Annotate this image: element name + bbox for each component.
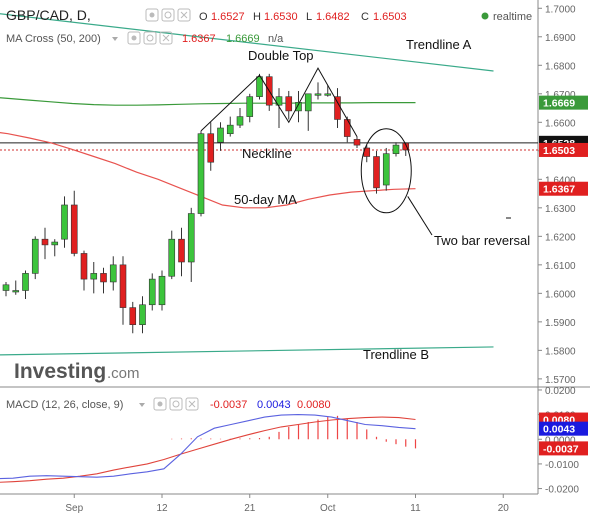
price-label-tag: 1.6503 bbox=[543, 145, 575, 157]
candle-body bbox=[188, 214, 194, 262]
candle-body bbox=[247, 97, 253, 117]
candle-body bbox=[101, 273, 107, 282]
price-tick-label: 1.6200 bbox=[545, 232, 576, 243]
trendline-b-label: Trendline B bbox=[363, 347, 429, 362]
macd-tick-label: -0.0200 bbox=[545, 485, 579, 496]
x-tick-label: Sep bbox=[65, 503, 83, 514]
symbol-title: GBP/CAD, D, bbox=[6, 7, 91, 23]
candle-body bbox=[62, 205, 68, 239]
candle-body bbox=[393, 145, 399, 154]
candle-body bbox=[208, 134, 214, 163]
candle-body bbox=[286, 97, 292, 111]
price-tick-label: 1.5900 bbox=[545, 318, 576, 329]
price-tick-label: 1.6900 bbox=[545, 33, 576, 44]
candle-body bbox=[32, 239, 38, 273]
candle-body bbox=[179, 239, 185, 262]
ohlc-open-label: O bbox=[199, 11, 208, 23]
ohlc-low-label: L bbox=[306, 11, 312, 23]
candle-body bbox=[325, 94, 331, 96]
candle-body bbox=[52, 242, 58, 245]
candle-body bbox=[169, 239, 175, 276]
x-tick-label: 20 bbox=[498, 503, 510, 514]
ma-value-200: 1.6669 bbox=[226, 33, 260, 45]
trendline-a-label: Trendline A bbox=[406, 37, 472, 52]
candle-body bbox=[42, 239, 48, 245]
x-tick-label: 11 bbox=[410, 503, 421, 514]
candle-body bbox=[315, 94, 321, 96]
macd-value-hist: -0.0037 bbox=[210, 399, 247, 411]
macd-label-tag: 0.0043 bbox=[543, 424, 575, 436]
candle-body bbox=[227, 125, 233, 134]
candle-body bbox=[71, 205, 77, 253]
ohlc-high-value: 1.6530 bbox=[264, 11, 298, 23]
ohlc-high-label: H bbox=[253, 11, 261, 23]
price-tick-label: 1.7000 bbox=[545, 4, 576, 15]
macd-value-signal: 0.0080 bbox=[297, 399, 331, 411]
price-tick-label: 1.6000 bbox=[545, 289, 576, 300]
realtime-dot-icon bbox=[482, 13, 489, 20]
candle-body bbox=[23, 273, 29, 290]
candle-body bbox=[237, 117, 243, 126]
price-tick-label: 1.6800 bbox=[545, 61, 576, 72]
candle-body bbox=[335, 97, 341, 120]
watermark-suffix: .com bbox=[107, 365, 140, 382]
candle-body bbox=[374, 157, 380, 188]
price-tick-label: 1.6300 bbox=[545, 204, 576, 215]
x-tick-label: 12 bbox=[156, 503, 168, 514]
candle-body bbox=[383, 154, 389, 185]
two-bar-reversal-label: Two bar reversal bbox=[434, 233, 530, 248]
candle-body bbox=[198, 134, 204, 214]
candle-body bbox=[305, 94, 311, 111]
candle-body bbox=[81, 253, 87, 279]
candle-body bbox=[110, 265, 116, 282]
candle-body bbox=[159, 276, 165, 305]
price-tick-label: 1.5700 bbox=[545, 375, 576, 386]
candle-body bbox=[91, 273, 97, 279]
neckline-label: Neckline bbox=[242, 146, 292, 161]
ohlc-open-value: 1.6527 bbox=[211, 11, 245, 23]
price-tick-label: 1.6100 bbox=[545, 261, 576, 272]
watermark-brand: Investing bbox=[14, 360, 106, 383]
macd-label: MACD (12, 26, close, 9) bbox=[6, 399, 123, 411]
macd-tick-label: -0.0100 bbox=[545, 460, 579, 471]
candle-body bbox=[140, 305, 146, 325]
candle-body bbox=[120, 265, 126, 308]
candle-body bbox=[3, 285, 9, 291]
ma-cross-label: MA Cross (50, 200) bbox=[6, 33, 101, 45]
candle-body bbox=[218, 128, 224, 142]
price-tick-label: 1.5800 bbox=[545, 346, 576, 357]
x-tick-label: 21 bbox=[244, 503, 256, 514]
candle-body bbox=[257, 77, 263, 97]
x-tick-label: Oct bbox=[320, 503, 336, 514]
candle-body bbox=[130, 308, 136, 325]
ma50-annotation-label: 50-day MA bbox=[234, 192, 297, 207]
candle-body bbox=[149, 279, 155, 305]
macd-label-tag: -0.0037 bbox=[543, 443, 579, 455]
ohlc-low-value: 1.6482 bbox=[316, 11, 350, 23]
realtime-label: realtime bbox=[493, 11, 532, 23]
candle-body bbox=[344, 119, 350, 136]
ohlc-close-label: C bbox=[361, 11, 369, 23]
candle-body bbox=[354, 139, 360, 145]
candle-body bbox=[13, 291, 19, 293]
macd-value-macd: 0.0043 bbox=[257, 399, 291, 411]
ma-value-na: n/a bbox=[268, 33, 284, 45]
ohlc-close-value: 1.6503 bbox=[373, 11, 407, 23]
price-tick-label: 1.6600 bbox=[545, 118, 576, 129]
price-label-tag: 1.6367 bbox=[543, 184, 575, 196]
ma-value-50: 1.6367 bbox=[182, 33, 216, 45]
double-top-label: Double Top bbox=[248, 48, 314, 63]
macd-tick-label: 0.0200 bbox=[545, 386, 576, 397]
price-label-tag: 1.6669 bbox=[543, 98, 575, 110]
